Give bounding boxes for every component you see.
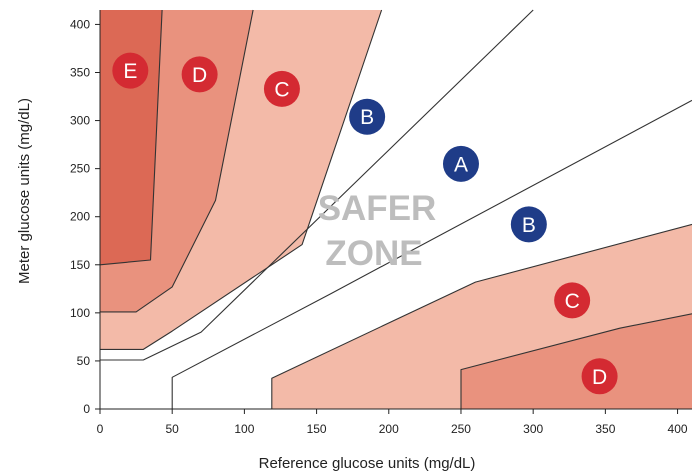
x-tick-label: 0 xyxy=(97,422,104,436)
zone-badge-b: B xyxy=(510,206,547,243)
boundary-line-0 xyxy=(100,9,534,361)
boundary-line-6 xyxy=(460,313,692,409)
x-tick-label: 350 xyxy=(595,422,615,436)
boundary-line-4 xyxy=(171,99,692,409)
x-tick-label: 400 xyxy=(668,422,688,436)
y-tick-label: 400 xyxy=(70,17,90,31)
boundary-line-2 xyxy=(100,9,254,313)
zone-badge-d: D xyxy=(181,56,218,93)
zone-badge-letter: C xyxy=(565,290,580,313)
zone-badge-circle xyxy=(181,56,218,93)
zone-badge-letter: B xyxy=(522,214,536,237)
boundary-line-5 xyxy=(271,223,692,409)
x-tick-label: 100 xyxy=(234,422,254,436)
zone-badge-circle xyxy=(442,145,479,182)
y-tick-label: 100 xyxy=(70,306,90,320)
boundary-line-3 xyxy=(99,9,163,266)
x-axis-label: Reference glucose units (mg/dL) xyxy=(259,455,476,472)
zone-c-area-2 xyxy=(100,10,382,350)
boundary-line-1 xyxy=(100,9,383,350)
zone-badge-circle xyxy=(554,282,591,319)
y-tick-label: 250 xyxy=(70,162,90,176)
x-tick-label: 200 xyxy=(379,422,399,436)
y-tick-label: 350 xyxy=(70,65,90,79)
zone-badge-b: B xyxy=(349,98,386,135)
zone-badge-d: D xyxy=(581,358,618,395)
zone-badge-circle xyxy=(581,358,618,395)
y-tick-label: 300 xyxy=(70,114,90,128)
y-tick-label: 200 xyxy=(70,210,90,224)
zone-badge-letter: A xyxy=(454,153,468,176)
zone-badge-circle xyxy=(263,70,300,107)
zone-badges-layer: E D C B A B C D xyxy=(112,52,618,395)
y-tick-label: 50 xyxy=(77,354,91,368)
axes-layer: 0 50 100 150 200 250 300 350 400 0 50 100 150 200 250 3… xyxy=(70,10,692,436)
x-tick-label: 300 xyxy=(523,422,543,436)
y-tick-label: 150 xyxy=(70,258,90,272)
zone-badge-letter: D xyxy=(592,366,607,389)
y-tick-label: 0 xyxy=(83,402,90,416)
x-tick-label: 150 xyxy=(307,422,327,436)
zone-badge-a: A xyxy=(442,145,479,182)
zone-badge-letter: C xyxy=(274,78,289,101)
zone-badge-letter: B xyxy=(360,106,374,129)
safer-zone-line-1: SAFER xyxy=(318,189,437,228)
zones-layer xyxy=(100,10,692,409)
zone-badge-letter: D xyxy=(192,64,207,87)
zone-d-area-1 xyxy=(100,10,254,312)
zone-badge-circle xyxy=(510,206,547,243)
x-tick-label: 250 xyxy=(451,422,471,436)
safer-zone-line-2: ZONE xyxy=(325,234,422,273)
zone-badge-circle xyxy=(349,98,386,135)
zone-badge-letter: E xyxy=(123,60,137,83)
zone-badge-e: E xyxy=(112,52,149,89)
zone-d-area-4 xyxy=(461,313,692,409)
zone-badge-circle xyxy=(112,52,149,89)
y-axis-label: Meter glucose units (mg/dL) xyxy=(16,98,33,284)
zone-badge-c: C xyxy=(554,282,591,319)
zone-badge-c: C xyxy=(263,70,300,107)
boundary-lines-layer xyxy=(99,9,692,409)
x-tick-label: 50 xyxy=(166,422,180,436)
safer-zone-label: SAFER ZONE xyxy=(318,189,437,273)
